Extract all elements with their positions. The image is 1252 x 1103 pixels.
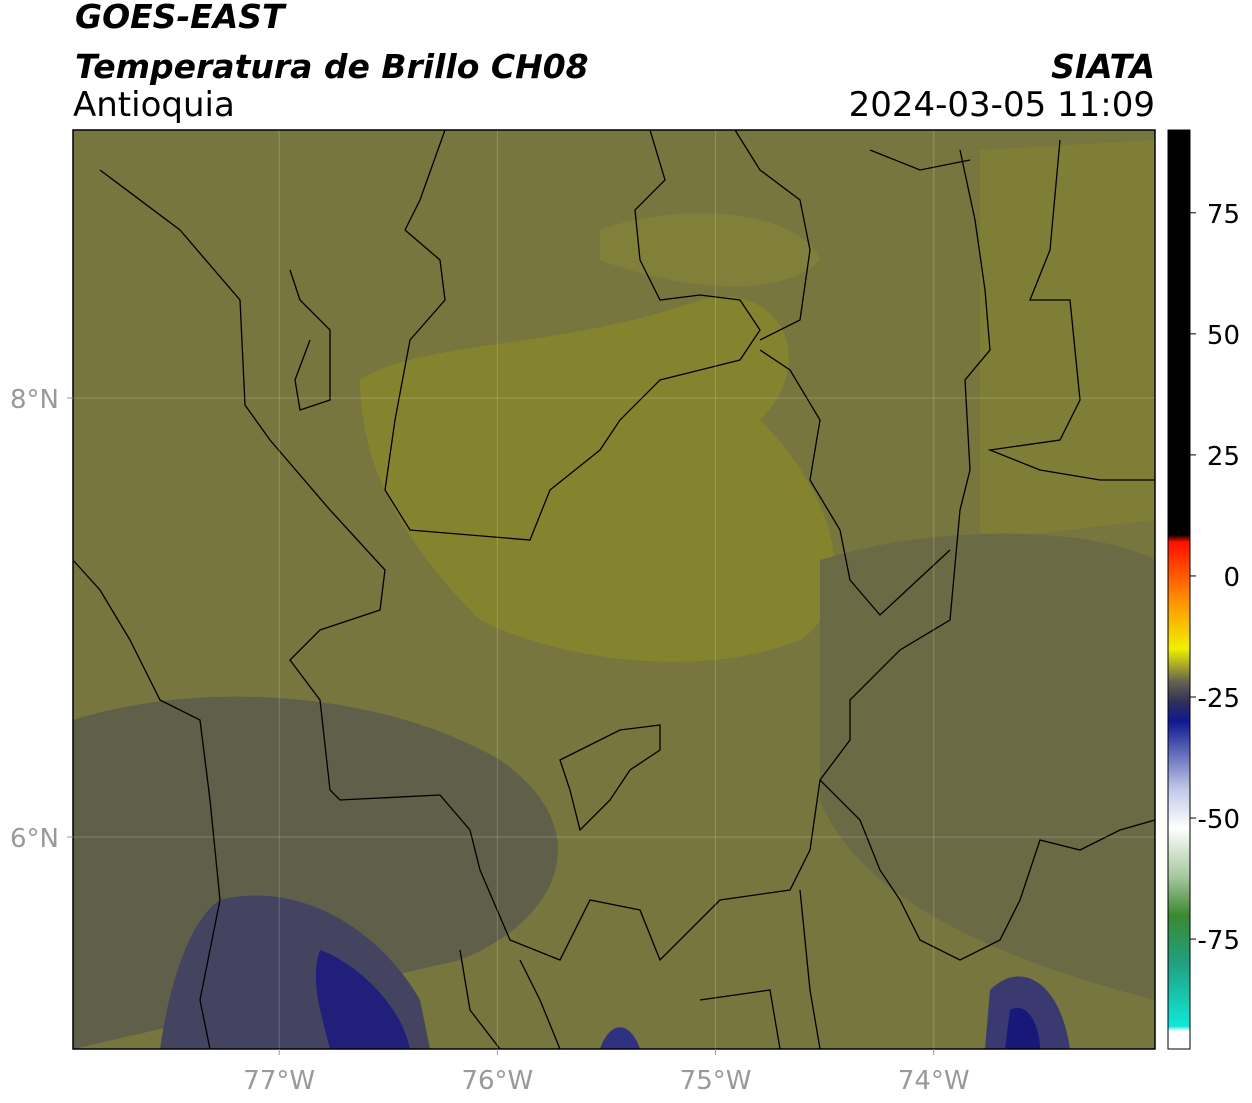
y-tick-label: 8°N: [10, 385, 59, 415]
x-tick-label: 74°W: [898, 1066, 970, 1096]
colorbar-tick-label: -50: [1198, 805, 1240, 835]
colorbar-tick-label: -25: [1198, 684, 1240, 714]
colorbar: [1167, 129, 1191, 1050]
region: Antioquia: [73, 85, 235, 125]
colorbar-tick-label: 0: [1223, 563, 1240, 593]
title: GOES-EAST: [75, 0, 287, 36]
y-tick-label: 6°N: [10, 824, 59, 854]
x-tick-label: 77°W: [243, 1066, 315, 1096]
map-frame: [72, 129, 1156, 1050]
timestamp: 2024-03-05 11:09: [849, 85, 1155, 125]
map-field: [73, 130, 1155, 1049]
colorbar-tick-label: 50: [1207, 321, 1240, 351]
source: SIATA: [1051, 47, 1155, 86]
borders: [73, 130, 1155, 1049]
colorbar-tick-label: -75: [1198, 926, 1240, 956]
x-tick-label: 75°W: [680, 1066, 752, 1096]
colorbar-tick-label: 25: [1207, 442, 1240, 472]
colorbar-tick-label: 75: [1207, 200, 1240, 230]
subtitle: Temperatura de Brillo CH08: [75, 47, 589, 86]
x-tick-label: 76°W: [461, 1066, 533, 1096]
